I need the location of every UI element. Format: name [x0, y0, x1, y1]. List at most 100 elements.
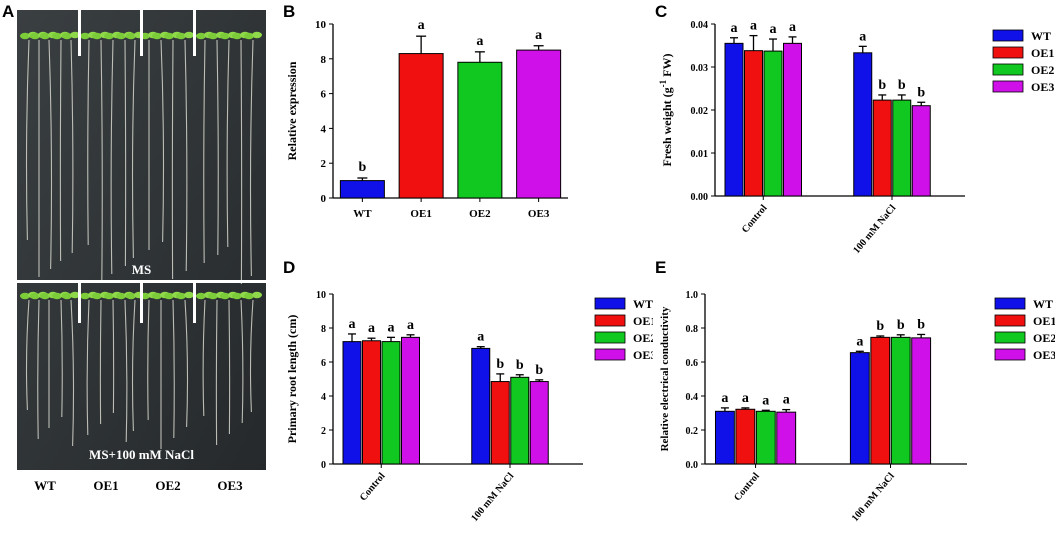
panel-letter-d: D: [283, 258, 296, 277]
significance-letter: b: [898, 78, 906, 93]
y-tick-label: 10: [315, 19, 327, 31]
chart-relative-expression: 0 2 4 6 8 10 b WT a OE1 a OE2 a OE3 Relative expressio…: [285, 18, 568, 220]
legend-swatch: [994, 297, 1026, 310]
seedling-leaf: [252, 291, 262, 299]
seedling-root: [25, 299, 30, 411]
bar: [401, 336, 420, 465]
seedling-leaf: [176, 32, 186, 40]
bar: [490, 381, 510, 465]
bar: [381, 341, 401, 465]
panel-letter-e: E: [655, 258, 667, 277]
seedling-leaf: [80, 32, 90, 40]
bar: [783, 42, 802, 197]
seedling-root: [240, 39, 243, 285]
seedling-leaf: [164, 32, 174, 40]
seedling-root: [124, 299, 128, 443]
photo-divider-horizontal: [17, 280, 266, 283]
y-axis-label: Relative expression: [285, 61, 299, 160]
legend-label: OE1: [1031, 46, 1054, 60]
bar: [911, 105, 931, 197]
seedling-leaf: [232, 292, 242, 300]
seedling-root: [110, 39, 114, 275]
photo-label-ms: MS: [131, 262, 152, 277]
bar: [510, 376, 530, 465]
seedling-leaf: [104, 292, 114, 300]
bar: [744, 50, 763, 197]
y-tick-label: 0.0: [686, 460, 699, 471]
significance-letter: a: [388, 320, 395, 335]
seedling-root: [160, 39, 165, 243]
legend-label: OE3: [1033, 348, 1055, 362]
significance-letter: a: [789, 20, 796, 35]
legend-swatch: [594, 297, 626, 310]
seedling-leaf: [40, 32, 50, 40]
x-tick-label: OE2: [469, 208, 491, 220]
significance-letter: b: [917, 317, 925, 332]
seedling-root: [202, 299, 206, 417]
seedling-leaf: [252, 31, 262, 39]
legend-swatch: [994, 331, 1026, 344]
significance-letter: a: [762, 393, 769, 408]
seedling-root: [124, 39, 127, 267]
bar: [339, 180, 385, 199]
significance-letter: a: [368, 321, 375, 336]
seedling-leaf: [184, 31, 194, 39]
legend-swatch: [992, 29, 1024, 42]
y-tick-label: 0.03: [691, 63, 709, 74]
y-axis-label: Relative electrical conductivity: [659, 306, 671, 451]
significance-letter: b: [496, 357, 504, 372]
seedling-leaf: [52, 32, 62, 40]
y-tick-label: 6: [321, 89, 327, 101]
y-tick-label: 6: [321, 358, 326, 369]
significance-letter: a: [535, 28, 542, 43]
seedling-leaf: [104, 32, 114, 40]
y-tick-label: 8: [321, 54, 327, 66]
legend-label: WT: [633, 297, 653, 311]
y-tick-label: 4: [321, 392, 326, 403]
y-tick-label: 10: [316, 290, 326, 301]
bar: [890, 336, 911, 465]
significance-letter: a: [859, 29, 866, 44]
x-tick-label: Control: [732, 471, 762, 504]
significance-letter: a: [731, 21, 738, 36]
seedling-root: [216, 39, 219, 256]
y-tick-label: 1.0: [686, 290, 699, 301]
significance-letter: b: [535, 363, 543, 378]
significance-letter: a: [783, 393, 790, 408]
seedling-root: [70, 299, 75, 447]
bar: [398, 53, 444, 199]
panel-letter-a: A: [2, 2, 15, 21]
seedling-drawing: [17, 10, 266, 470]
genotype-label: WT: [34, 478, 56, 493]
seedling-leaf: [92, 32, 102, 40]
x-tick-label: Control: [740, 203, 770, 236]
significance-letter: b: [516, 358, 524, 373]
seedling-root: [131, 39, 136, 259]
y-tick-label: 0: [321, 460, 326, 471]
seedling-root: [60, 299, 63, 418]
photo-divider: [140, 10, 143, 56]
panel-letter-b: B: [283, 2, 296, 21]
photo-divider: [140, 283, 143, 323]
seedling-root: [99, 299, 102, 425]
significance-letter: a: [476, 34, 483, 49]
photo-divider: [78, 283, 81, 323]
y-tick-label: 2: [321, 158, 327, 170]
y-tick-label: 4: [321, 123, 327, 135]
seedling-leaf: [196, 292, 206, 300]
seedling-leaf: [70, 291, 80, 299]
genotype-label: OE3: [217, 478, 243, 493]
seedling-leaf: [126, 292, 136, 300]
seedling-root: [59, 39, 62, 262]
y-axis-label: Primary root length (cm): [285, 315, 299, 444]
y-tick-label: 0.01: [691, 149, 709, 160]
seedling-leaf: [232, 32, 242, 40]
seedling-root: [86, 299, 90, 436]
seedling-root: [215, 299, 218, 446]
seedling-leaf: [196, 32, 206, 40]
seedling-root: [171, 39, 174, 280]
y-tick-label: 0.2: [686, 426, 699, 437]
significance-letter: b: [876, 319, 884, 334]
